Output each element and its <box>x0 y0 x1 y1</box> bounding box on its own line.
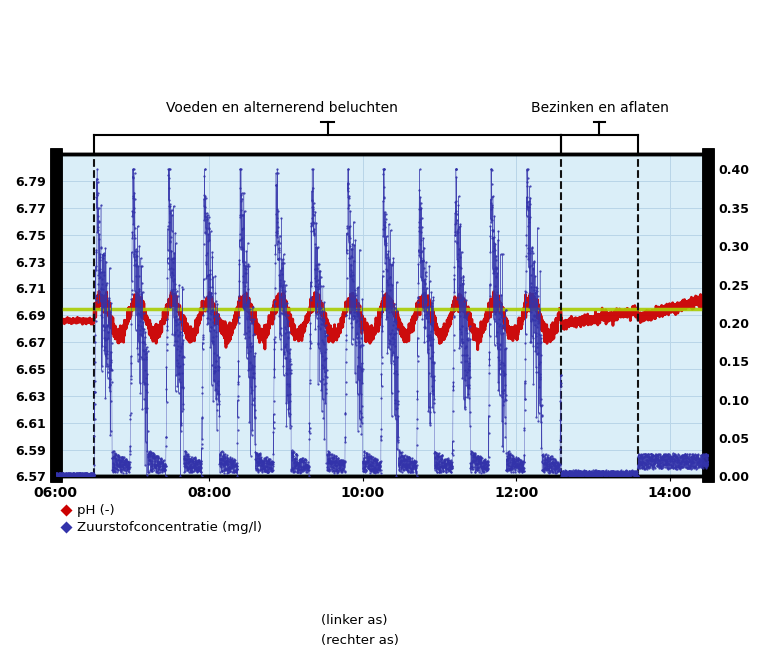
Text: (rechter as): (rechter as) <box>321 634 399 647</box>
Text: Voeden en alternerend beluchten: Voeden en alternerend beluchten <box>166 101 398 115</box>
Text: (linker as): (linker as) <box>321 614 387 627</box>
Legend: pH (-), Zuurstofconcentratie (mg/l): pH (-), Zuurstofconcentratie (mg/l) <box>62 504 262 534</box>
Text: Bezinken en aflaten: Bezinken en aflaten <box>530 101 668 115</box>
